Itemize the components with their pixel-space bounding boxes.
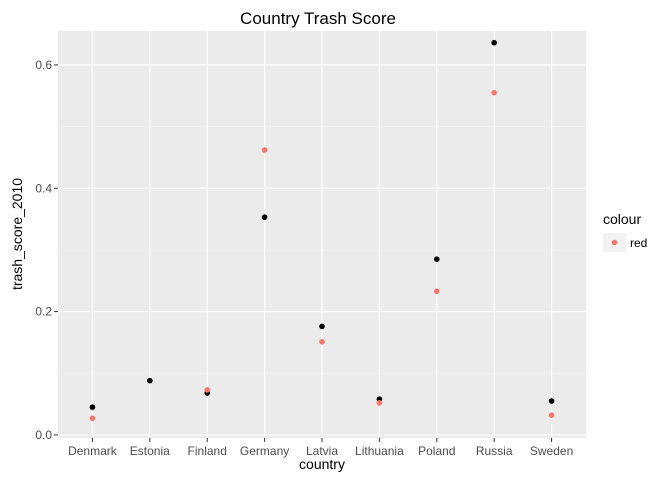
x-tick-label: Finland xyxy=(188,444,227,458)
x-axis-title: country xyxy=(299,456,345,472)
x-tick-label: Germany xyxy=(240,444,289,458)
data-point-black xyxy=(147,377,153,384)
y-axis-title: trash_score_2010 xyxy=(9,178,25,290)
legend-key-point xyxy=(611,239,618,246)
x-axis: Denmark Estonia Finland Germany Latvia Lithua… xyxy=(68,438,573,458)
data-point-red xyxy=(433,288,440,295)
data-point-red xyxy=(319,339,325,345)
legend-title: colour xyxy=(603,211,641,227)
data-point-red xyxy=(261,147,268,153)
y-tick-label: 0.2 xyxy=(35,305,52,319)
data-point-red xyxy=(491,89,497,96)
x-tick-label: Latvia xyxy=(306,444,338,458)
y-tick-label: 0.6 xyxy=(35,58,52,72)
data-point-black xyxy=(433,256,440,262)
x-tick-label: Denmark xyxy=(68,444,118,458)
x-tick-label: Lithuania xyxy=(355,444,404,458)
data-point-red xyxy=(89,415,96,422)
data-point-red xyxy=(548,412,555,418)
legend-label-red: red xyxy=(630,236,647,250)
data-point-black xyxy=(261,214,268,221)
x-tick-label: Poland xyxy=(418,444,455,458)
data-point-black xyxy=(548,398,555,404)
data-point-black xyxy=(491,39,497,46)
data-point-black xyxy=(319,323,325,330)
data-point-red xyxy=(204,387,211,393)
y-tick-label: 0.0 xyxy=(35,428,52,442)
data-point-black xyxy=(89,404,96,410)
x-tick-label: Russia xyxy=(476,444,513,458)
x-tick-label: Sweden xyxy=(530,444,573,458)
major-gridlines xyxy=(58,31,586,438)
data-points xyxy=(89,39,555,422)
chart-title: Country Trash Score xyxy=(240,9,396,28)
x-tick-label: Estonia xyxy=(130,444,170,458)
legend: colour red xyxy=(603,211,647,252)
y-axis: 0.0 0.2 0.4 0.6 xyxy=(35,58,58,442)
data-point-red xyxy=(376,400,383,406)
y-tick-label: 0.4 xyxy=(35,181,52,195)
